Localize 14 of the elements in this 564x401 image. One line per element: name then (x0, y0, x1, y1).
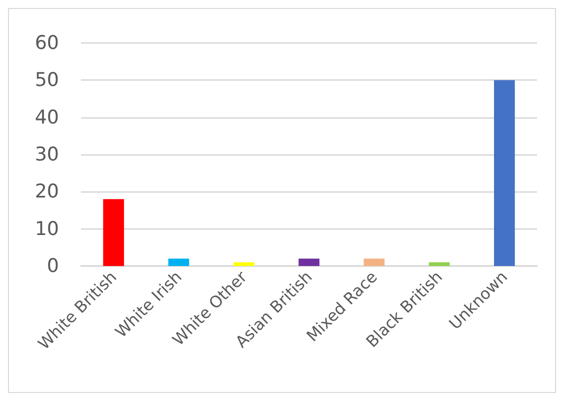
bar (494, 80, 515, 266)
y-tick-label: 40 (34, 106, 59, 128)
bar (103, 199, 124, 266)
y-tick-label: 30 (34, 144, 59, 166)
bar (364, 258, 385, 266)
bar (428, 262, 450, 266)
y-tick-label: 10 (34, 218, 59, 240)
bar (298, 258, 320, 266)
bar (168, 258, 190, 266)
bar (233, 262, 254, 266)
y-tick-label: 50 (34, 69, 59, 92)
y-tick-label: 0 (46, 255, 59, 277)
y-tick-label: 60 (34, 32, 59, 54)
y-tick-label: 20 (34, 180, 59, 203)
